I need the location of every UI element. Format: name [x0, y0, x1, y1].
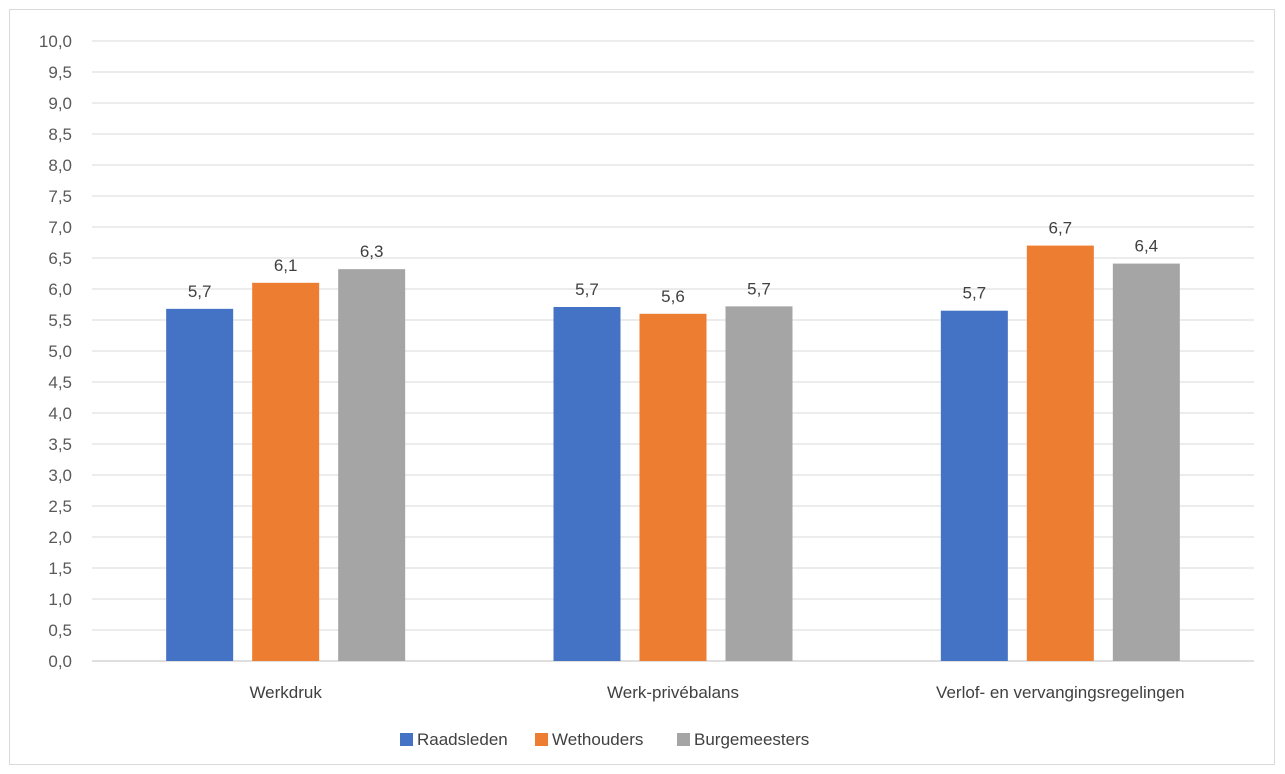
y-tick-label: 7,5 — [48, 187, 72, 206]
y-tick-label: 7,0 — [48, 218, 72, 237]
y-tick-label: 1,5 — [48, 559, 72, 578]
legend-label: Wethouders — [552, 730, 643, 749]
legend-swatch — [535, 733, 548, 746]
data-label: 6,1 — [274, 256, 298, 275]
x-category-label: Werkdruk — [249, 683, 322, 702]
y-tick-label: 1,0 — [48, 590, 72, 609]
y-tick-label: 8,0 — [48, 156, 72, 175]
legend: Raadsleden Wethouders Burgemeesters — [400, 730, 809, 749]
bar — [166, 308, 234, 661]
legend-label: Raadsleden — [417, 730, 508, 749]
bar — [252, 282, 320, 661]
bar — [940, 310, 1008, 661]
bar — [338, 269, 406, 661]
data-label: 5,7 — [188, 282, 212, 301]
y-tick-label: 5,0 — [48, 342, 72, 361]
y-tick-label: 5,5 — [48, 311, 72, 330]
y-tick-label: 6,5 — [48, 249, 72, 268]
data-label: 5,7 — [575, 280, 599, 299]
y-tick-label: 9,0 — [48, 94, 72, 113]
bar — [725, 306, 793, 661]
data-label: 6,3 — [360, 242, 384, 261]
bars — [166, 245, 1180, 661]
legend-label: Burgemeesters — [694, 730, 809, 749]
y-axis-tick-labels: 0,0 0,5 1,0 1,5 2,0 2,5 3,0 3,5 4,0 4,5 5,0 5,5 6,0 6… — [39, 32, 72, 671]
y-tick-label: 6,0 — [48, 280, 72, 299]
data-label: 6,7 — [1049, 219, 1073, 238]
y-tick-label: 9,5 — [48, 63, 72, 82]
bar — [553, 306, 621, 661]
y-tick-label: 2,0 — [48, 528, 72, 547]
y-tick-label: 2,5 — [48, 497, 72, 516]
y-tick-label: 3,0 — [48, 466, 72, 485]
data-label: 5,7 — [963, 284, 987, 303]
data-labels: 5,7 6,1 6,3 5,7 5,6 5,7 5,7 6,7 6,4 — [188, 219, 1158, 306]
bar — [1026, 245, 1094, 661]
y-tick-label: 3,5 — [48, 435, 72, 454]
y-tick-label: 4,5 — [48, 373, 72, 392]
x-category-label: Werk-privébalans — [607, 683, 739, 702]
data-label: 5,7 — [747, 279, 771, 298]
y-tick-label: 8,5 — [48, 125, 72, 144]
bar — [639, 313, 707, 661]
x-category-label: Verlof- en vervangingsregelingen — [936, 683, 1185, 702]
x-axis-category-labels: Werkdruk Werk-privébalans Verlof- en verva… — [249, 683, 1184, 702]
y-tick-label: 0,5 — [48, 621, 72, 640]
data-label: 6,4 — [1135, 237, 1159, 256]
legend-swatch — [400, 733, 413, 746]
y-tick-label: 10,0 — [39, 32, 72, 51]
y-tick-label: 4,0 — [48, 404, 72, 423]
bar — [1112, 263, 1180, 661]
data-label: 5,6 — [661, 287, 685, 306]
legend-swatch — [677, 733, 690, 746]
y-tick-label: 0,0 — [48, 652, 72, 671]
